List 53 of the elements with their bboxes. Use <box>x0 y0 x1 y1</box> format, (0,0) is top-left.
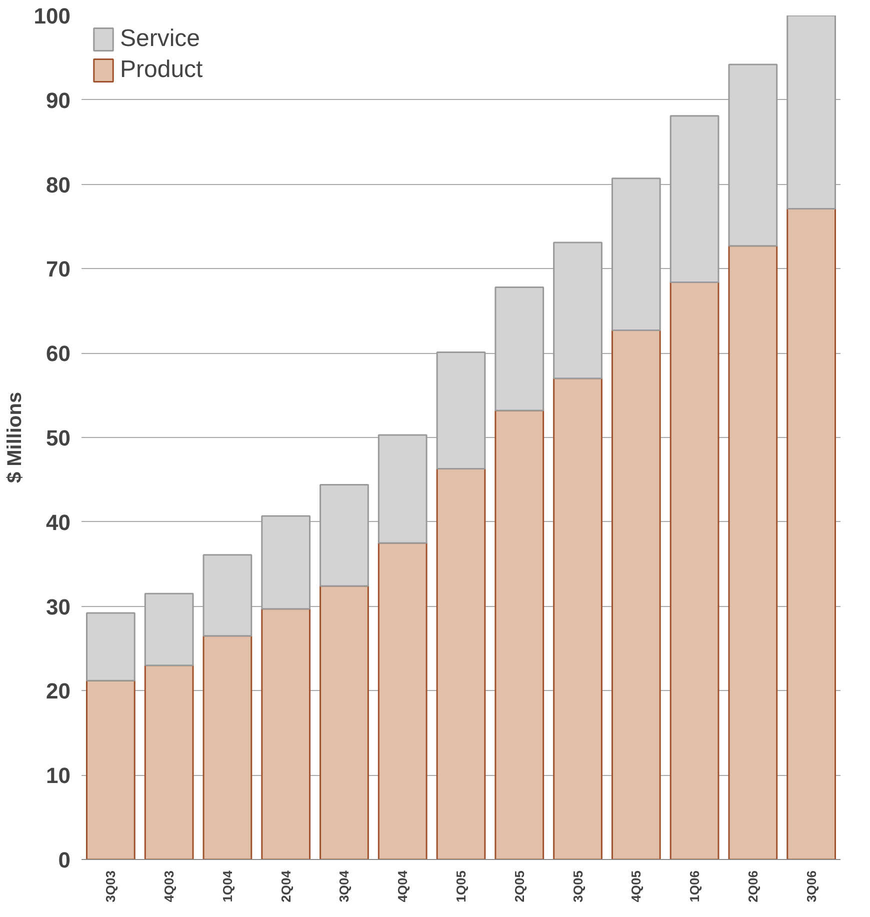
y-tick-label: 10 <box>46 763 71 788</box>
bar <box>494 286 544 412</box>
x-tick-label: 4Q03 <box>162 870 177 902</box>
bar <box>144 664 194 860</box>
bar <box>611 178 661 332</box>
bar <box>86 680 136 860</box>
y-tick-label: 90 <box>46 88 71 113</box>
bar <box>494 410 544 860</box>
x-tick-label: 3Q03 <box>103 870 118 902</box>
x-tick-label: 2Q06 <box>745 870 760 902</box>
bar <box>320 484 369 587</box>
x-tick-label: 1Q04 <box>220 870 235 902</box>
x-tick-label: 3Q06 <box>804 870 819 902</box>
bar <box>728 64 778 247</box>
bar <box>86 612 136 682</box>
bar <box>728 245 778 860</box>
x-tick-label: 4Q05 <box>628 870 644 902</box>
y-tick-label: 50 <box>46 426 71 450</box>
bar <box>261 608 311 860</box>
bar <box>611 330 661 860</box>
x-tick-label: 1Q05 <box>454 870 468 902</box>
y-tick-label: 80 <box>46 172 71 198</box>
y-tick-label: 70 <box>46 256 71 282</box>
bar <box>436 468 486 860</box>
bar <box>378 434 428 544</box>
bar <box>202 554 252 637</box>
y-tick-label: 100 <box>34 4 71 28</box>
x-tick-label: 1Q06 <box>687 870 702 902</box>
x-tick-label: 2Q05 <box>512 870 527 902</box>
x-tick-label: 3Q05 <box>570 870 586 902</box>
bar <box>553 242 602 380</box>
y-tick-label: 30 <box>46 594 71 620</box>
y-axis-title: $ Millions <box>4 392 26 484</box>
bar <box>144 592 194 666</box>
bar <box>320 585 369 860</box>
x-tick-label: 4Q04 <box>395 870 410 902</box>
bar <box>786 208 836 860</box>
bar <box>202 635 252 860</box>
bar <box>670 281 720 860</box>
y-tick-label: 60 <box>46 341 71 366</box>
x-tick-label: 2Q04 <box>278 870 294 902</box>
y-tick-label: 0 <box>58 848 71 872</box>
bar <box>670 115 720 283</box>
x-tick-label: 3Q04 <box>336 870 352 902</box>
bar <box>378 542 428 860</box>
legend-label: Service <box>120 25 200 53</box>
y-tick-label: 40 <box>46 510 71 535</box>
y-tick-label: 20 <box>46 678 71 704</box>
bar <box>261 515 311 610</box>
bar <box>436 352 486 470</box>
legend-label: Product <box>120 56 203 84</box>
bar <box>553 378 602 860</box>
bar <box>786 16 836 210</box>
